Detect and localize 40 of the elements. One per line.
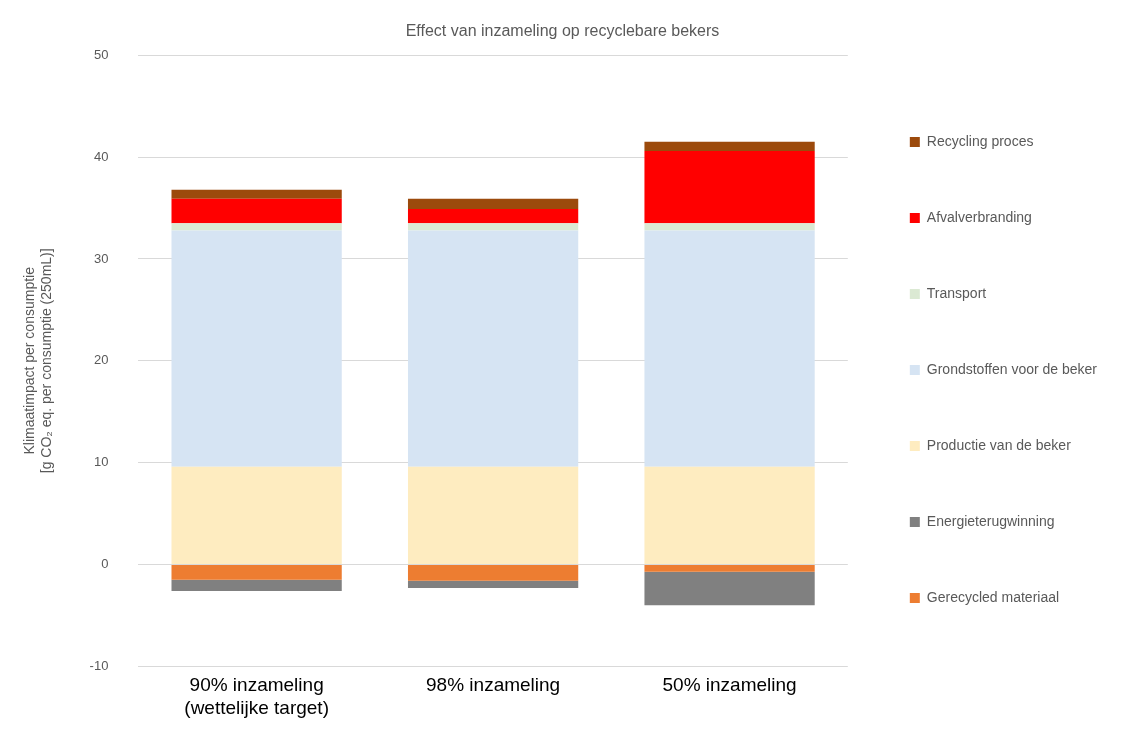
bar — [171, 189, 342, 199]
x-tick-label: 50% inzameling — [662, 674, 797, 696]
x-tick-label: 98% inzameling — [426, 674, 561, 696]
bar — [171, 223, 342, 231]
chart-title: Effect van inzameling op recyclebare bekers — [405, 22, 720, 40]
legend-label: Gerecycled materiaal — [926, 588, 1060, 605]
bar — [171, 579, 342, 592]
legend-label: Transport — [926, 284, 987, 301]
bar — [171, 230, 342, 467]
legend-label: Grondstoffen voor de beker — [926, 360, 1098, 377]
bar — [407, 198, 579, 210]
y-tick-label: 10 — [93, 454, 109, 470]
y-tick-label: 30 — [93, 250, 109, 266]
y-tick-label: 0 — [101, 556, 109, 572]
legend-label: Energieterugwinning — [926, 512, 1055, 529]
bar — [644, 571, 815, 606]
legend-label: Recycling proces — [926, 132, 1034, 149]
bar — [171, 198, 342, 224]
bar — [407, 223, 579, 231]
bar — [407, 230, 579, 467]
y-tick-label: 50 — [93, 46, 109, 62]
y-tick-label: 40 — [93, 148, 109, 164]
y-tick-label: 20 — [93, 352, 109, 368]
legend-label: Afvalverbranding — [926, 208, 1032, 225]
bar — [407, 565, 579, 581]
y-tick-label: -10 — [89, 657, 109, 673]
bar — [171, 565, 342, 580]
bar — [644, 565, 815, 572]
bar — [407, 466, 579, 565]
bar — [644, 223, 815, 231]
bar — [171, 466, 342, 565]
bar — [407, 209, 579, 224]
bar — [644, 150, 815, 224]
bar — [407, 580, 579, 588]
bar — [644, 230, 815, 467]
legend-label: Productie van de beker — [926, 436, 1072, 453]
x-tick-label: 90% inzameling (wettelijke target) — [184, 674, 329, 718]
bar — [644, 141, 815, 151]
bar — [644, 466, 815, 565]
y-axis-title: Klimaatimpact per consumptie [g CO₂ eq. per consumptie (250mL)] — [21, 248, 55, 474]
